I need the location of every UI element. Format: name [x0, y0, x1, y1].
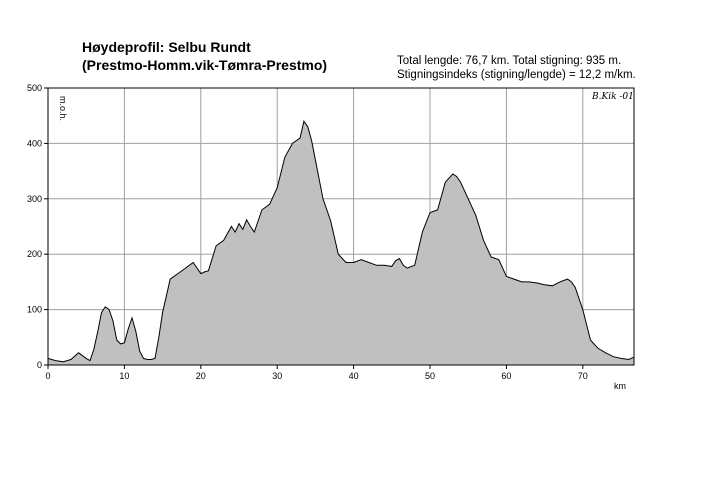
elevation-line	[47, 119, 635, 363]
y-tick-label: 0	[37, 360, 42, 370]
y-tick-label: 200	[27, 249, 42, 259]
x-tick-label: 60	[501, 371, 511, 381]
y-tick-label: 500	[27, 83, 42, 93]
x-tick-label: 50	[425, 371, 435, 381]
author-signature: B.Kik -01	[591, 92, 634, 102]
elevation-area	[48, 121, 634, 365]
x-tick-label: 30	[272, 371, 282, 381]
stats-line-1: Total lengde: 76,7 km. Total stigning: 9…	[397, 55, 622, 67]
y-tick-label: 400	[27, 138, 42, 148]
x-tick-label: 70	[578, 371, 588, 381]
stats-line-2: Stigningsindeks (stigning/lengde) = 12,2…	[397, 69, 636, 81]
x-tick-label: 40	[349, 371, 359, 381]
y-tick-label: 100	[27, 305, 42, 315]
title-line-2: (Prestmo-Homm.vik-Tømra-Prestmo)	[82, 57, 328, 73]
plot-frame	[47, 87, 635, 366]
route-stats: Total lengde: 76,7 km. Total stigning: 9…	[397, 54, 636, 82]
y-tick-label: 300	[27, 194, 42, 204]
title-line-1: Høydeprofil: Selbu Rundt	[82, 39, 251, 55]
y-axis-ticks: 0 100 200 300 400 500	[27, 83, 48, 370]
x-axis-ticks: 0 10 20 30 40 50 60 70	[45, 365, 588, 381]
x-tick-label: 20	[196, 371, 206, 381]
x-tick-label: 10	[119, 371, 129, 381]
x-axis-label: km	[614, 381, 626, 391]
y-axis-label: m.o.h.	[58, 96, 68, 121]
x-tick-label: 0	[45, 371, 50, 381]
chart-title: Høydeprofil: Selbu Rundt (Prestmo-Homm.v…	[82, 38, 327, 74]
